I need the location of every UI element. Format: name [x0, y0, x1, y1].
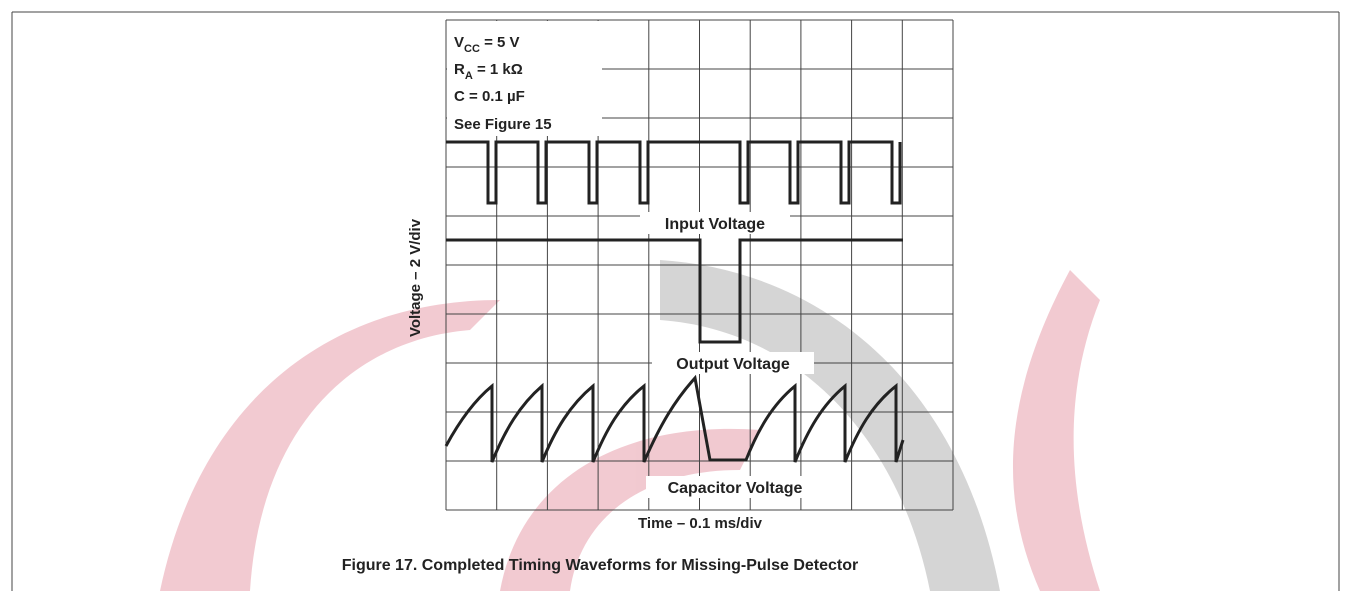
label-bg — [646, 476, 824, 498]
output-waveform — [446, 238, 903, 344]
value: = 5 V — [480, 34, 520, 51]
condition: C = 0.1 µF — [454, 88, 525, 105]
input-waveform — [446, 140, 902, 205]
label-bg — [640, 212, 790, 234]
condition: VCC = 5 V — [454, 34, 520, 55]
x-axis-label: Time – 0.1 ms/div — [638, 515, 763, 532]
symbol: R — [454, 61, 465, 78]
conditions-box — [447, 21, 602, 136]
value: = 1 kΩ — [473, 61, 523, 78]
subscript: CC — [464, 43, 480, 55]
watermark — [160, 260, 1100, 591]
trace-label: Input Voltage — [665, 216, 765, 233]
caption: Figure 17. Completed Timing Waveforms fo… — [342, 557, 859, 574]
trace-label: Capacitor Voltage — [668, 480, 803, 497]
subscript: A — [465, 70, 473, 82]
frame — [11, 11, 1340, 591]
capacitor-waveform — [444, 374, 905, 463]
note: See Figure 15 — [454, 116, 552, 133]
label-bg — [652, 352, 814, 374]
symbol: C — [454, 88, 465, 105]
trace-label: Output Voltage — [676, 356, 790, 373]
y-axis-label: Voltage – 2 V/div — [407, 218, 424, 337]
condition: RA = 1 kΩ — [454, 61, 523, 82]
value: = 0.1 µF — [465, 88, 525, 105]
symbol: V — [454, 34, 464, 51]
conditions: VCC = 5 V RA = 1 kΩ C = 0.1 µF — [454, 34, 525, 105]
